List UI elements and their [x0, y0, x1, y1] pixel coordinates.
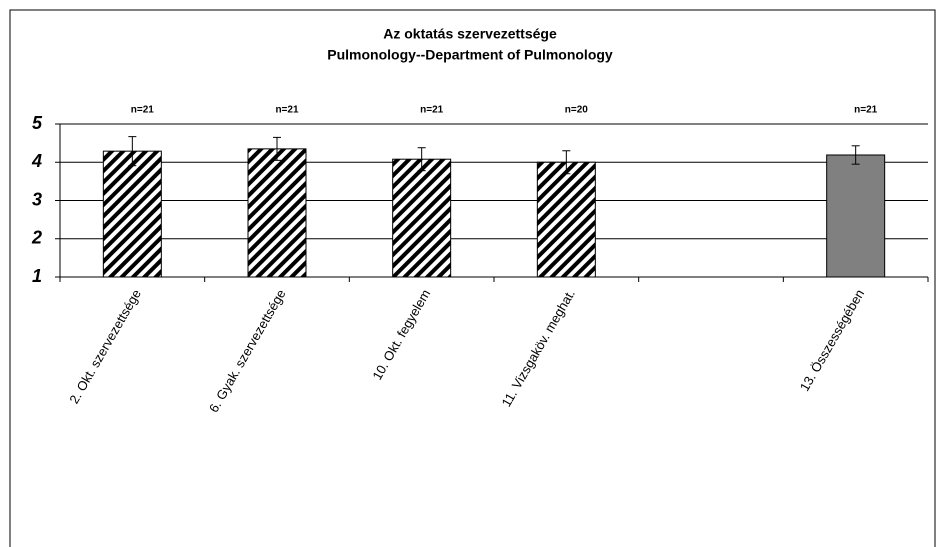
y-tick-label: 3: [32, 189, 42, 209]
chart-subtitle: Pulmonology--Department of Pulmonology: [327, 47, 613, 63]
y-tick-label: 2: [31, 228, 42, 248]
annotation: n=21: [275, 105, 299, 116]
annotation: n=21: [420, 105, 444, 116]
y-tick-label: 1: [32, 266, 42, 286]
bar: [826, 154, 886, 278]
x-tick-label: 10. Okt. fegyelem: [369, 287, 433, 383]
x-tick-label: 6. Gyak. szervezettsége: [206, 287, 289, 415]
bar: [392, 158, 452, 278]
x-tick-label: 13. Összességében: [797, 287, 867, 394]
annotation: n=20: [565, 105, 589, 116]
annotation: n=21: [854, 105, 878, 116]
chart-title: Az oktatás szervezettsége: [383, 26, 557, 42]
bar: [247, 148, 307, 278]
annotation: n=21: [131, 105, 155, 116]
y-tick-label: 5: [32, 113, 43, 133]
x-tick-label: 2. Okt. szervezettsége: [66, 287, 144, 407]
bar: [102, 150, 162, 278]
bar: [536, 161, 596, 278]
frame: [9, 9, 936, 547]
x-tick-label: 11. Vizsgaköv. meghat.: [498, 287, 577, 410]
y-tick-label: 4: [31, 151, 42, 171]
